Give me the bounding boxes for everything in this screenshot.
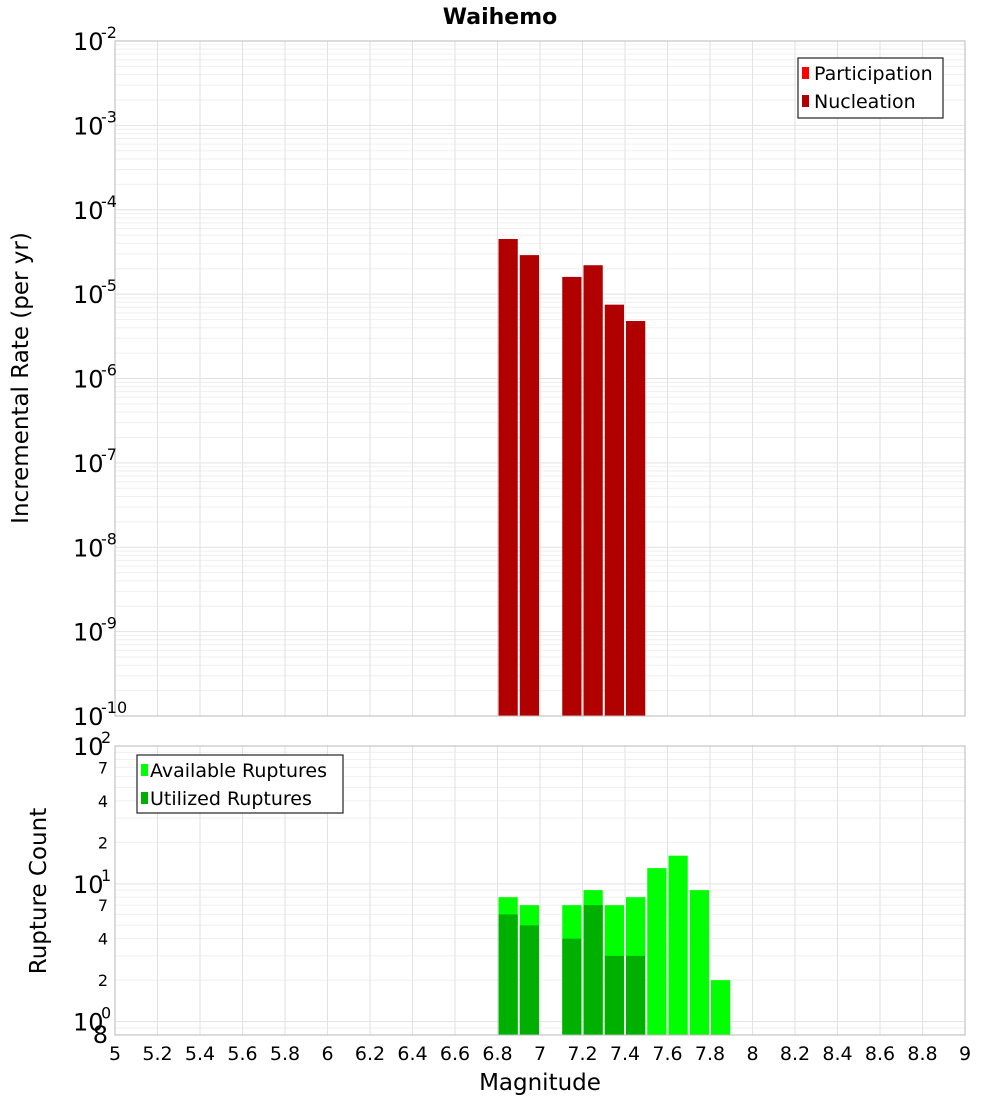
rate-grid [114,40,966,717]
rate-y-tick-exponent: -2 [101,23,117,42]
available-ruptures-bar [689,890,709,1035]
x-tick-label: 7.6 [652,1043,682,1065]
rate-y-tick-base: 10 [73,703,104,731]
available-ruptures-bar [711,980,731,1035]
count-y-minor-tick: 7 [98,896,108,915]
available-legend-swatch [141,764,148,776]
x-tick-label: 6 [321,1043,333,1065]
available-ruptures-bar [668,855,688,1035]
rate-y-tick-exponent: -8 [101,529,117,548]
rate-y-tick-exponent: -7 [101,445,117,464]
x-tick-label: 6.2 [355,1043,385,1065]
count-grid [114,745,966,1035]
available-legend-label: Available Ruptures [150,760,327,782]
utilized-ruptures-bar [562,938,582,1035]
x-tick-label: 6.6 [440,1043,470,1065]
nucleation-legend-label: Nucleation [814,91,916,113]
x-tick-label: 9 [959,1043,971,1065]
rate-y-tick-exponent: -3 [101,107,117,126]
rate-y-tick-base: 10 [73,28,104,56]
rate-y-tick-exponent: -6 [101,361,117,380]
count-legend: Available Ruptures Utilized Ruptures [136,754,344,814]
rate-plot-frame [114,40,966,717]
x-tick-label: 8 [746,1043,758,1065]
count-y-minor-tick: 2 [98,833,108,852]
available-ruptures-bar [647,868,667,1035]
nucleation-rate-bar [562,276,582,716]
rate-y-tick-base: 10 [73,112,104,140]
chart-title: Waihemo [443,5,558,30]
nucleation-rate-bar [626,321,646,716]
rate-y-tick-base: 10 [73,197,104,225]
rate-y-tick-base: 10 [73,534,104,562]
x-tick-label: 8.8 [907,1043,937,1065]
x-tick-label: 6.4 [397,1043,427,1065]
rate-y-tick-exponent: -9 [101,614,117,633]
utilized-ruptures-bar [583,905,603,1035]
count-bars [498,855,731,1035]
x-tick-label: 8.6 [865,1043,895,1065]
x-tick-label: 8.2 [780,1043,810,1065]
count-y-minor-tick: 4 [98,930,108,949]
utilized-legend-label: Utilized Ruptures [150,788,312,810]
x-tick-label: 8.4 [822,1043,852,1065]
count-y-tick-exponent: 0 [101,1004,111,1023]
count-y-minor-tick: 4 [98,792,108,811]
rate-legend-box [797,57,944,119]
rate-legend: Participation Nucleation [797,57,944,119]
x-tick-label: 7.8 [695,1043,725,1065]
x-tick-label: 5.2 [142,1043,172,1065]
rate-y-tick-base: 10 [73,366,104,394]
x-axis-ticks: 5 5.2 5.4 5.6 5.8 6 6.2 6.4 6.6 6.8 7 7.2 7.4 7.6 7.8 8… [109,1043,971,1065]
rate-y-axis-label: Incremental Rate (per yr) [8,232,34,524]
rate-y-tick-base: 10 [73,450,104,478]
count-y-minor-tick: 7 [98,758,108,777]
x-tick-label: 7.4 [610,1043,640,1065]
count-y-minor-tick: 8 [93,1021,108,1049]
x-tick-label: 7 [534,1043,546,1065]
rate-y-tick-base: 10 [73,281,104,309]
rate-y-tick-exponent: -10 [101,698,127,717]
rate-y-tick-exponent: -4 [101,192,117,211]
utilized-legend-swatch [141,792,148,804]
x-tick-label: 5 [109,1043,121,1065]
count-legend-box [136,754,344,814]
rate-panel: 10-210-310-410-510-610-710-810-910-10 In… [8,23,966,731]
count-y-tick-base: 10 [73,1009,104,1037]
count-y-tick-exponent: 2 [101,728,111,747]
utilized-ruptures-bar [604,955,624,1035]
nucleation-rate-bar [604,304,624,716]
count-y-minor-tick: 2 [98,971,108,990]
participation-legend-swatch [802,67,809,79]
x-tick-label: 5.8 [270,1043,300,1065]
x-tick-label: 5.4 [185,1043,215,1065]
count-y-tick-base: 10 [73,733,104,761]
nucleation-rate-bar [583,265,603,716]
count-y-axis-label: Rupture Count [26,808,52,974]
x-axis-label: Magnitude [479,1070,601,1096]
count-y-tick-base: 10 [73,871,104,899]
nucleation-rate-bar [498,239,518,716]
nucleation-legend-swatch [802,95,809,107]
rate-y-tick-base: 10 [73,619,104,647]
count-plot-frame [114,745,966,1036]
rate-bars [498,239,646,716]
utilized-ruptures-bar [519,925,539,1035]
rate-y-tick-exponent: -5 [101,276,117,295]
nucleation-rate-bar [519,255,539,716]
x-tick-label: 5.6 [227,1043,257,1065]
utilized-ruptures-bar [626,955,646,1035]
participation-legend-label: Participation [814,63,933,85]
count-y-tick-exponent: 1 [101,866,111,885]
x-tick-label: 7.2 [567,1043,597,1065]
x-tick-label: 6.8 [482,1043,512,1065]
utilized-ruptures-bar [498,914,518,1035]
rate-y-ticks: 10-210-310-410-510-610-710-810-910-10 [73,23,127,731]
